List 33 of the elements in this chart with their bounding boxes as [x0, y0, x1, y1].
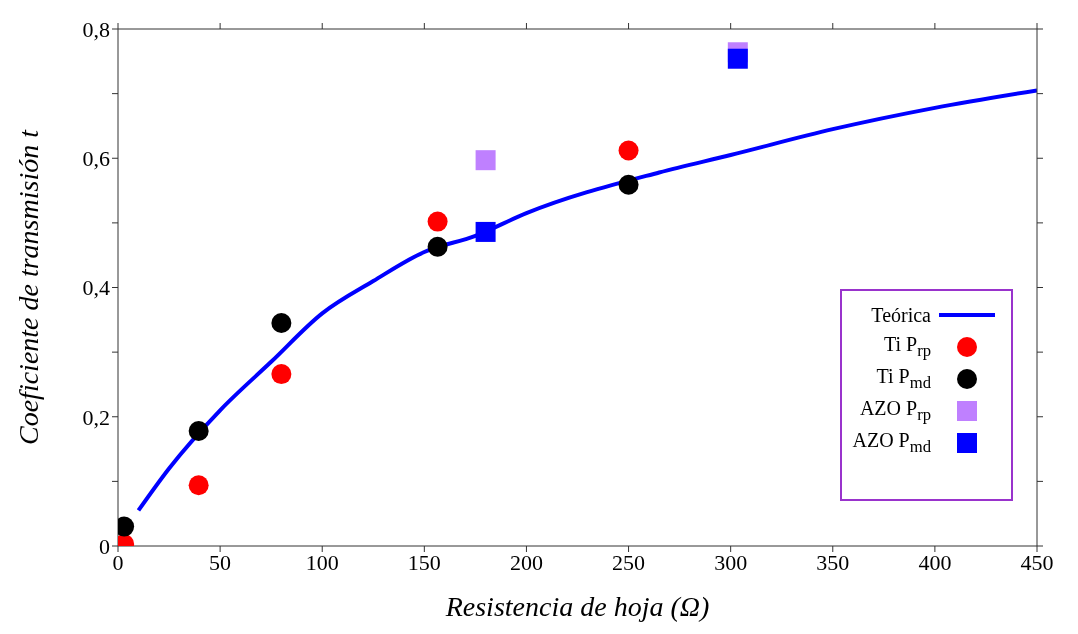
point — [188, 420, 209, 441]
x-tick-label: 50 — [209, 549, 232, 575]
x-tick-label: 150 — [407, 549, 441, 575]
point — [618, 174, 639, 195]
x-tick-label: 100 — [305, 549, 339, 575]
line-series — [136, 88, 1037, 513]
x-tick-label: 450 — [1020, 549, 1054, 575]
x-tick-label: 350 — [816, 549, 850, 575]
y-tick-label: 0,8 — [82, 16, 110, 42]
y-tick-label: 0 — [99, 533, 110, 559]
x-tick-label: 300 — [714, 549, 748, 575]
x-tick-label: 250 — [612, 549, 646, 575]
point — [271, 364, 292, 385]
legend-label: Teórica — [871, 303, 931, 327]
point — [618, 140, 639, 161]
point — [475, 150, 496, 171]
legend-label: Ti P$_{rp}$ — [883, 333, 931, 361]
legend-label: Ti P$_{md}$ — [876, 365, 931, 393]
point — [427, 236, 448, 257]
x-tick-label: 400 — [918, 549, 952, 575]
point — [475, 221, 496, 242]
legend-label: AZO P$_{rp}$ — [859, 397, 931, 425]
y-tick-label: 0,4 — [82, 275, 110, 301]
y-axis-title: Coeficiente de transmisión t — [12, 128, 44, 445]
y-tick-label: 0,2 — [82, 404, 110, 430]
point — [188, 475, 209, 496]
x-tick-label: 200 — [509, 549, 543, 575]
legend-label: AZO P$_{md}$ — [852, 429, 931, 457]
point — [727, 48, 748, 69]
point — [427, 211, 448, 232]
point — [271, 313, 292, 334]
y-tick-label: 0,6 — [82, 146, 110, 172]
x-axis-title: Resistencia de hoja (Ω) — [444, 591, 710, 622]
